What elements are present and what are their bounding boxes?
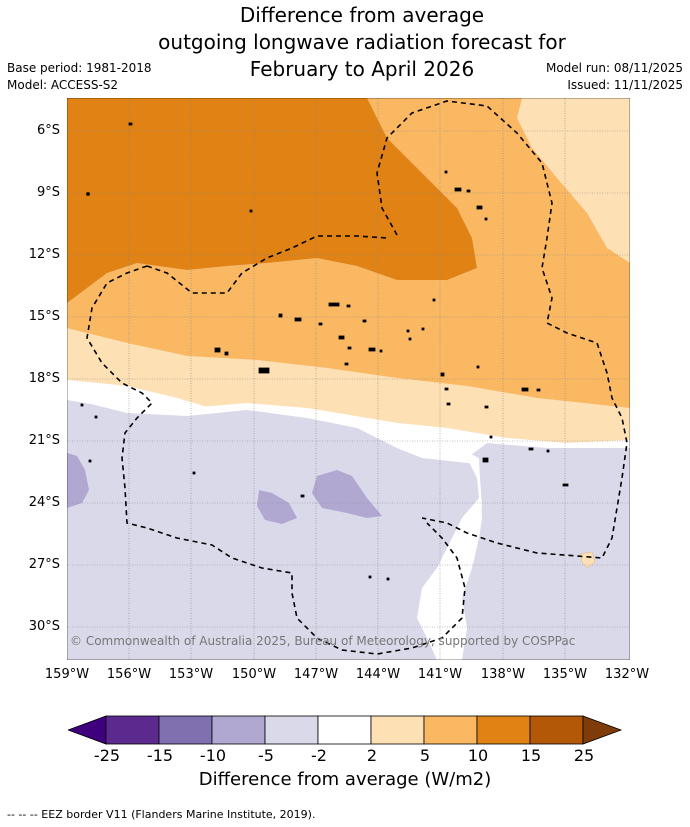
lon-label: 135°W bbox=[542, 667, 588, 682]
model-run: Model run: 08/11/2025 bbox=[545, 61, 683, 75]
colorbar-tick: -2 bbox=[311, 746, 327, 765]
colorbar-tick: -5 bbox=[258, 746, 274, 765]
lat-label: 15°S bbox=[28, 309, 60, 324]
lat-label: 6°S bbox=[36, 123, 60, 138]
lon-label: 132°W bbox=[604, 667, 650, 682]
colorbar-segment bbox=[529, 715, 584, 745]
region-light-orange bbox=[67, 328, 630, 443]
eez-border-west bbox=[86, 265, 466, 655]
meta-left: Base period: 1981-2018 Model: ACCESS-S2 bbox=[7, 60, 152, 94]
region-mid-purple-west bbox=[67, 453, 89, 508]
base-period: Base period: 1981-2018 bbox=[7, 61, 152, 75]
chart-title: Difference from average outgoing longwav… bbox=[0, 2, 690, 83]
colorbar-tick: 2 bbox=[366, 746, 378, 765]
colorbar-tick: 10 bbox=[467, 746, 489, 765]
title-line-3: February to April 2026 bbox=[249, 57, 475, 81]
colorbar bbox=[68, 715, 623, 745]
colorbar-segment bbox=[317, 715, 372, 745]
lat-label: 12°S bbox=[28, 247, 60, 262]
lat-label: 21°S bbox=[28, 433, 60, 448]
lon-label: 144°W bbox=[355, 667, 401, 682]
colorbar-extend-low bbox=[68, 715, 107, 745]
colorbar-segment bbox=[105, 715, 160, 745]
region-medium-orange bbox=[67, 98, 630, 408]
region-dark-orange bbox=[67, 98, 477, 303]
region-white-gap bbox=[67, 380, 630, 660]
colorbar-segment bbox=[370, 715, 425, 745]
meta-right: Model run: 08/11/2025 Issued: 11/11/2025 bbox=[546, 60, 683, 94]
region-light-purple-lower bbox=[67, 398, 479, 660]
eez-borders bbox=[86, 100, 628, 655]
colorbar-segment bbox=[158, 715, 213, 745]
colorbar-tick: -15 bbox=[146, 746, 174, 765]
colorbar-segment bbox=[476, 715, 531, 745]
eez-border-east bbox=[376, 100, 628, 559]
model-name: Model: ACCESS-S2 bbox=[7, 78, 119, 92]
eez-footnote: -- -- -- EEZ border V11 (Flanders Marine… bbox=[7, 808, 316, 821]
region-light-orange-east bbox=[517, 98, 630, 263]
gridlines bbox=[67, 98, 630, 660]
title-line-2: outgoing longwave radiation forecast for bbox=[158, 30, 566, 54]
colorbar-segment bbox=[264, 715, 319, 745]
lat-label: 27°S bbox=[28, 557, 60, 572]
colorbar-tick: 15 bbox=[520, 746, 542, 765]
colorbar-tick: -10 bbox=[199, 746, 227, 765]
lon-label: 159°W bbox=[44, 667, 90, 682]
lon-label: 138°W bbox=[480, 667, 526, 682]
lon-label: 141°W bbox=[417, 667, 463, 682]
lat-label: 18°S bbox=[28, 371, 60, 386]
colorbar-tick: 5 bbox=[419, 746, 431, 765]
map-panel bbox=[67, 98, 630, 660]
lon-label: 153°W bbox=[168, 667, 214, 682]
lat-label: 24°S bbox=[28, 495, 60, 510]
colorbar-extend-high bbox=[582, 715, 623, 745]
lon-label: 147°W bbox=[293, 667, 339, 682]
colorbar-segment bbox=[423, 715, 478, 745]
copyright-notice: © Commonwealth of Australia 2025, Bureau… bbox=[70, 634, 576, 648]
islands bbox=[80, 122, 569, 581]
title-line-1: Difference from average bbox=[239, 3, 485, 27]
lat-label: 9°S bbox=[36, 185, 60, 200]
lon-label: 150°W bbox=[231, 667, 277, 682]
colorbar-tick: 25 bbox=[573, 746, 595, 765]
colorbar-segment bbox=[211, 715, 266, 745]
colorbar-segments bbox=[68, 715, 623, 745]
lon-label: 156°W bbox=[106, 667, 152, 682]
region-mid-purple-center bbox=[257, 490, 297, 524]
eez-border-line bbox=[146, 235, 388, 294]
colorbar-tick: -25 bbox=[93, 746, 121, 765]
region-mid-purple-east bbox=[312, 470, 382, 518]
colorbar-title: Difference from average (W/m2) bbox=[198, 769, 492, 790]
lat-label: 30°S bbox=[28, 619, 60, 634]
issued-date: Issued: 11/11/2025 bbox=[567, 78, 683, 92]
region-small-orange-spot bbox=[579, 551, 596, 569]
